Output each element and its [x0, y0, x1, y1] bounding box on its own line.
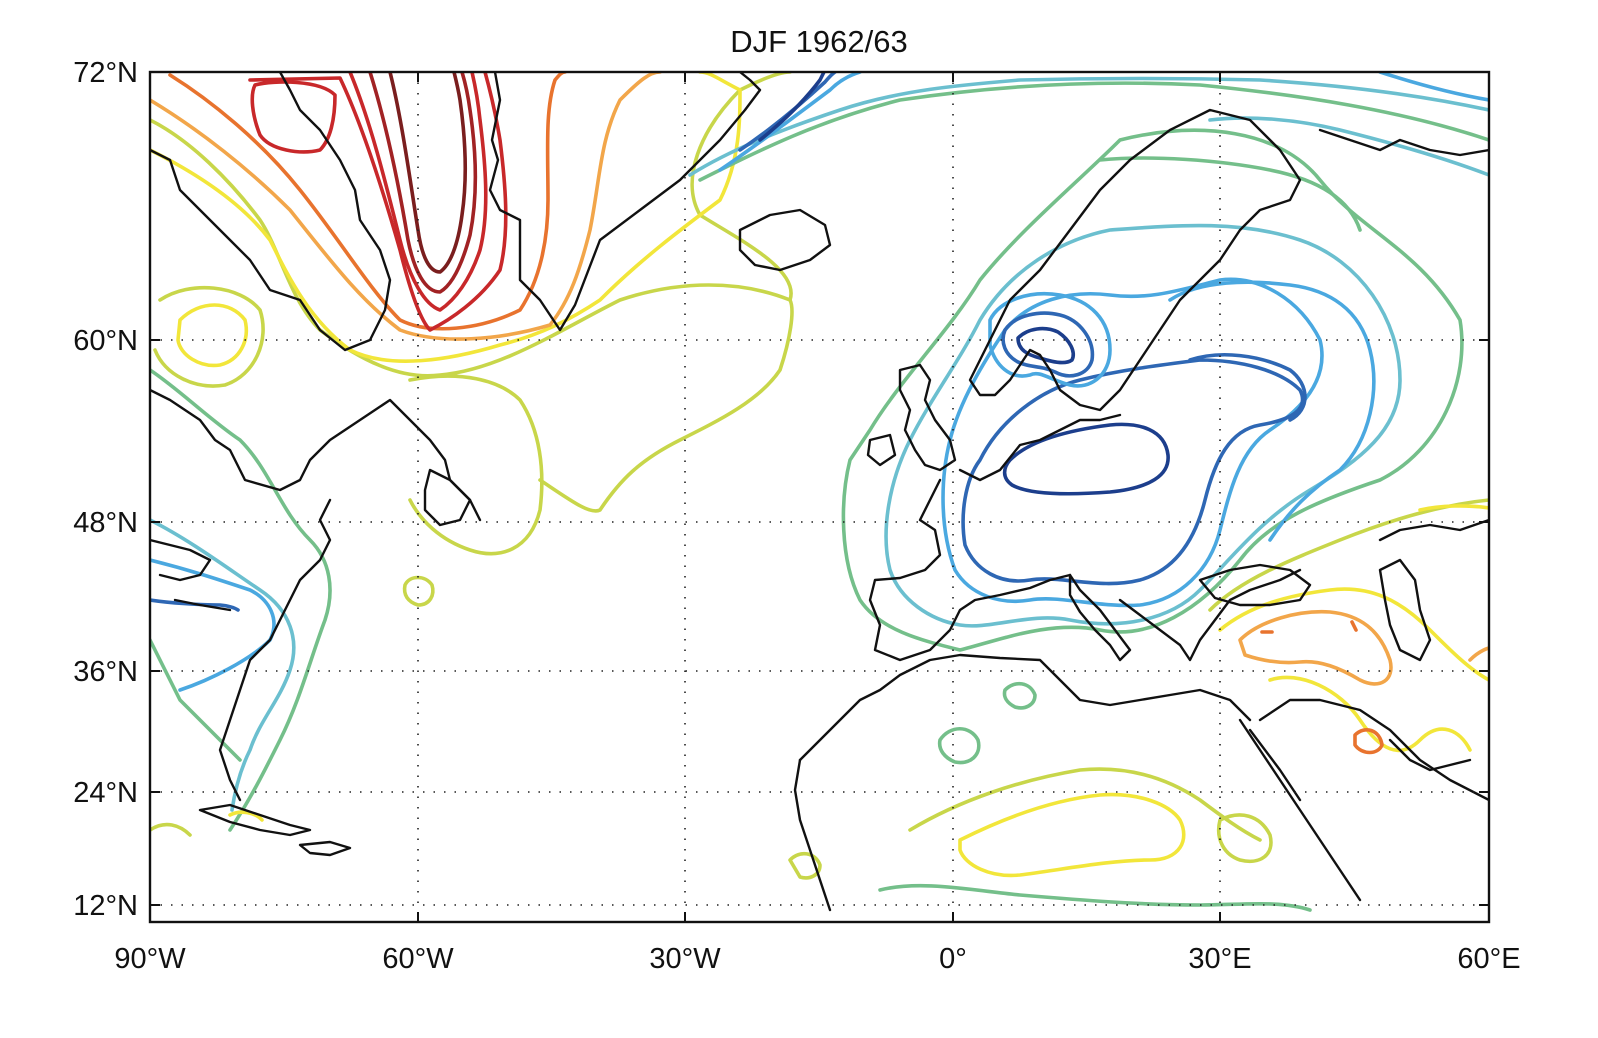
coast-caspian-north [1378, 518, 1489, 542]
x-tick-label: 30°E [1188, 943, 1251, 975]
contour-atlantic-1 [408, 374, 544, 556]
coast-iberia-france [868, 478, 1072, 662]
contour-greenland-8 [388, 72, 468, 274]
coast-greenland [488, 72, 762, 332]
x-tick-label: 60°W [382, 943, 454, 975]
coast-red-sea [1238, 718, 1362, 902]
contour-america-2 [150, 518, 296, 812]
coast-us-east [218, 498, 332, 802]
contour-caribbean-2 [228, 810, 264, 822]
contour-greenland-6 [348, 72, 488, 312]
coast-newfoundland [423, 468, 472, 527]
contour-east-1 [1168, 280, 1376, 542]
contours-positive-middle-east [1208, 498, 1489, 755]
y-tick-label: 48°N [73, 507, 138, 539]
y-axis-labels: 72°N 60°N 48°N 36°N 24°N 12°N [73, 57, 138, 922]
contour-greenland-3 [150, 72, 662, 341]
x-tick-label: 90°W [114, 943, 186, 975]
contour-atlantic-2 [538, 298, 794, 513]
contour-greenland-4 [168, 72, 567, 331]
coast-italy [1068, 573, 1132, 662]
contour-north-4 [738, 72, 837, 152]
contour-greenland-5 [248, 72, 508, 332]
coastlines [150, 72, 1489, 912]
contour-me-2 [1218, 587, 1489, 682]
contour-east-2 [1188, 353, 1307, 422]
contour-america-1 [150, 368, 332, 832]
x-tick-label: 60°E [1457, 943, 1520, 975]
coast-africa-west [793, 758, 832, 912]
contour-africa-2 [958, 792, 1186, 878]
contour-greenland-7 [368, 72, 478, 294]
x-tick-label: 30°W [649, 943, 721, 975]
contour-caribbean-1 [150, 822, 192, 837]
coast-baffin [150, 72, 392, 352]
x-axis-labels: 90°W 60°W 30°W 0° 30°E 60°E [114, 943, 1520, 975]
contour-me-5 [1350, 620, 1358, 632]
y-tick-label: 12°N [73, 890, 138, 922]
x-tick-label: 0° [939, 943, 967, 975]
coast-black-sea [1198, 563, 1312, 607]
y-tick-label: 36°N [73, 656, 138, 688]
coast-british-isles [866, 363, 957, 472]
contour-africa-3 [937, 726, 981, 765]
contours-positive-greenland [150, 72, 793, 388]
map-frame [148, 70, 1491, 924]
coast-scandinavia [968, 108, 1302, 412]
y-tick-label: 24°N [73, 777, 138, 809]
contour-scand-3 [1016, 326, 1075, 365]
contour-scand-1 [988, 291, 1112, 388]
map-plot-area [150, 72, 1489, 922]
coast-russia-north [1318, 128, 1489, 157]
contours-africa [788, 681, 1312, 912]
contour-east-4 [1208, 116, 1489, 177]
contour-europe-4 [961, 358, 1305, 586]
coast-labrador [150, 388, 482, 522]
contour-north-3 [718, 72, 862, 172]
coast-great-lakes [150, 538, 232, 612]
contour-africa-1 [908, 767, 1262, 842]
contour-me-7 [1353, 728, 1384, 755]
contour-me-6 [1268, 675, 1472, 753]
contour-greenland-9 [250, 80, 337, 154]
y-tick-label: 60°N [73, 325, 138, 357]
y-tick-label: 72°N [73, 57, 138, 89]
contour-labrador-1 [176, 303, 248, 368]
contour-east-3 [1098, 156, 1362, 232]
contour-scand-2 [1001, 311, 1095, 378]
contour-labrador-2 [153, 285, 265, 388]
contour-me-3 [1238, 609, 1393, 686]
contour-america-4 [150, 598, 240, 612]
contour-europe-1 [841, 128, 1464, 652]
contour-europe-5 [1002, 422, 1170, 496]
contours-negative-north [688, 72, 1489, 182]
contour-africa-6 [1217, 813, 1273, 863]
contour-north-1 [698, 81, 1489, 182]
contour-africa-7 [788, 851, 822, 880]
map-title: DJF 1962/63 [730, 24, 908, 59]
coast-europe-west [958, 413, 1122, 482]
contour-africa-4 [1002, 681, 1037, 710]
contour-greenland-2 [150, 72, 742, 363]
contour-north-2 [688, 76, 1489, 177]
coast-persian-gulf [1388, 738, 1472, 772]
coast-caspian [1378, 558, 1432, 662]
tick-marks [150, 72, 1489, 922]
coast-hispaniola [298, 840, 352, 857]
contour-north-6 [1378, 72, 1489, 102]
contour-me-8 [1418, 504, 1489, 512]
coast-arabia [1258, 698, 1489, 802]
contour-north-5 [758, 72, 826, 142]
contours-atlantic [408, 298, 794, 556]
coast-cuba [198, 803, 312, 837]
coast-north-africa [798, 653, 1252, 762]
coast-balkans [1118, 568, 1302, 662]
contour-africa-5 [878, 883, 1312, 912]
coast-iceland [738, 208, 832, 272]
